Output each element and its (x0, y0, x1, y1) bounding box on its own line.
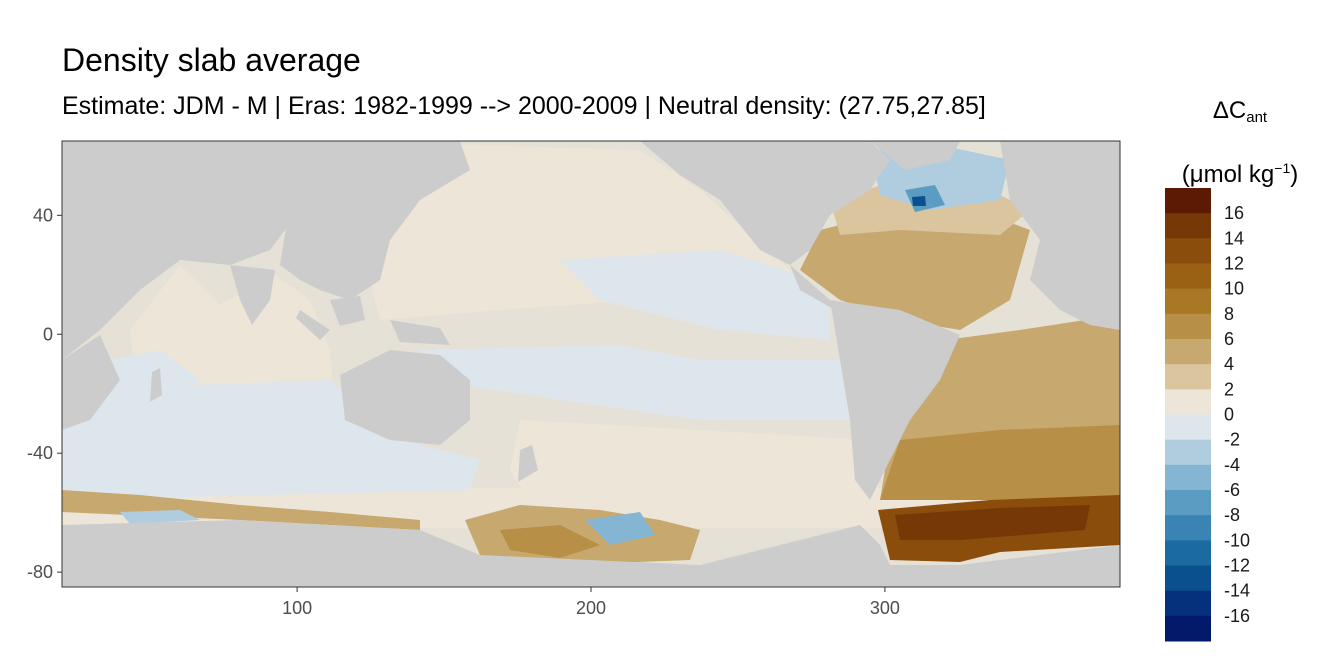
region-indian-west (100, 350, 200, 420)
legend-label: 8 (1224, 304, 1234, 324)
y-tick-label: 40 (33, 205, 53, 225)
region-weddell-core (895, 505, 1090, 540)
y-tick-label: 0 (43, 324, 53, 344)
legend-label: -4 (1224, 455, 1240, 475)
legend-color-swatch (1165, 464, 1211, 491)
legend-label: 16 (1224, 203, 1244, 223)
legend-color-swatch (1165, 540, 1211, 566)
region-east-antarctic-blue (120, 510, 200, 524)
legend-label: -10 (1224, 530, 1250, 550)
legend-color-swatch (1165, 515, 1211, 541)
land-australia (340, 350, 470, 445)
land-south-america (830, 300, 960, 500)
region-south-pacific (510, 420, 880, 520)
x-tick-label: 200 (576, 598, 606, 618)
land-new-guinea (390, 320, 450, 345)
land-north-america (640, 141, 890, 265)
y-tick-label: -40 (27, 443, 53, 463)
legend-color-swatch (1165, 615, 1211, 642)
legend-label: 0 (1224, 405, 1234, 425)
region-south-atlantic-deep (880, 425, 1120, 500)
legend-label: 12 (1224, 254, 1244, 274)
legend-title: ΔCant (μmol kg−1) (1160, 86, 1320, 200)
legend-color-swatch (1165, 263, 1211, 290)
legend-color-swatch (1165, 364, 1211, 390)
land-madagascar (150, 368, 162, 402)
legend: 16 14 12 10 8 6 4 2 0 -2 -4 -6 -8 -10 -12 -14 -16 (1165, 188, 1250, 642)
legend-label: 6 (1224, 329, 1234, 349)
legend-unit-open: (μmol kg (1181, 161, 1275, 188)
legend-label: 10 (1224, 279, 1244, 299)
legend-label: -12 (1224, 556, 1250, 576)
land-new-zealand (518, 445, 538, 482)
legend-color-swatch (1165, 439, 1211, 466)
x-tick-label: 100 (282, 598, 312, 618)
legend-title-sub: ant (1246, 109, 1268, 126)
legend-label: -14 (1224, 581, 1250, 601)
region-pacific-mid (420, 345, 860, 420)
y-tick-label: -80 (27, 562, 53, 582)
land-asia (280, 141, 470, 300)
legend-label: 4 (1224, 354, 1234, 374)
legend-color-swatch (1165, 414, 1211, 441)
region-equatorial-pacific (560, 250, 830, 340)
region-east-antarctic-edge (62, 490, 420, 530)
legend-label: -8 (1224, 505, 1240, 525)
x-axis: 100 200 300 (282, 587, 900, 618)
legend-color-swatch (1165, 188, 1211, 214)
map-panel (62, 141, 1120, 587)
legend-color-swatch (1165, 389, 1211, 415)
land-europe (1000, 141, 1120, 310)
land-sumatra (296, 310, 330, 340)
land-borneo (330, 296, 365, 326)
legend-color-swatch (1165, 565, 1211, 592)
land-africa-east (1060, 300, 1120, 330)
region-north-atlantic-subtropical (800, 210, 1030, 330)
land-greenland (870, 141, 960, 170)
y-axis: 40 0 -40 -80 (27, 205, 62, 582)
legend-label: 2 (1224, 379, 1234, 399)
legend-unit-close: ) (1290, 161, 1299, 188)
land-central-america (790, 265, 835, 310)
land (62, 141, 1120, 587)
land-africa (62, 141, 300, 360)
region-labrador-core (912, 196, 926, 206)
region-ross-blue (585, 512, 655, 545)
x-tick-label: 300 (870, 598, 900, 618)
legend-color-swatch (1165, 590, 1211, 617)
region-ross-core (500, 525, 600, 558)
land-antarctica (62, 520, 1120, 587)
legend-color-swatch (1165, 339, 1211, 365)
legend-color-swatch (1165, 313, 1211, 340)
legend-label: 14 (1224, 228, 1244, 248)
legend-color-swatch (1165, 213, 1211, 239)
legend-color-swatch (1165, 238, 1211, 264)
legend-color-swatch (1165, 288, 1211, 315)
legend-label: -16 (1224, 606, 1250, 626)
legend-label: -6 (1224, 480, 1240, 500)
legend-label: -2 (1224, 430, 1240, 450)
land-india (230, 265, 275, 325)
chart-subtitle: Estimate: JDM - M | Eras: 1982-1999 --> … (62, 92, 986, 120)
land-africa-south (62, 335, 120, 430)
region-southern-indian (62, 380, 480, 500)
legend-unit-exp: −1 (1274, 160, 1291, 176)
legend-color-swatch (1165, 490, 1211, 516)
chart-title: Density slab average (62, 42, 361, 78)
legend-title-main: ΔC (1212, 97, 1247, 124)
